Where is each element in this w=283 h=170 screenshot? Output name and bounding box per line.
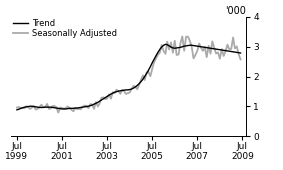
Line: Trend: Trend <box>17 44 241 110</box>
Legend: Trend, Seasonally Adjusted: Trend, Seasonally Adjusted <box>13 19 117 38</box>
Text: '000: '000 <box>225 6 246 16</box>
Line: Seasonally Adjusted: Seasonally Adjusted <box>17 36 241 113</box>
